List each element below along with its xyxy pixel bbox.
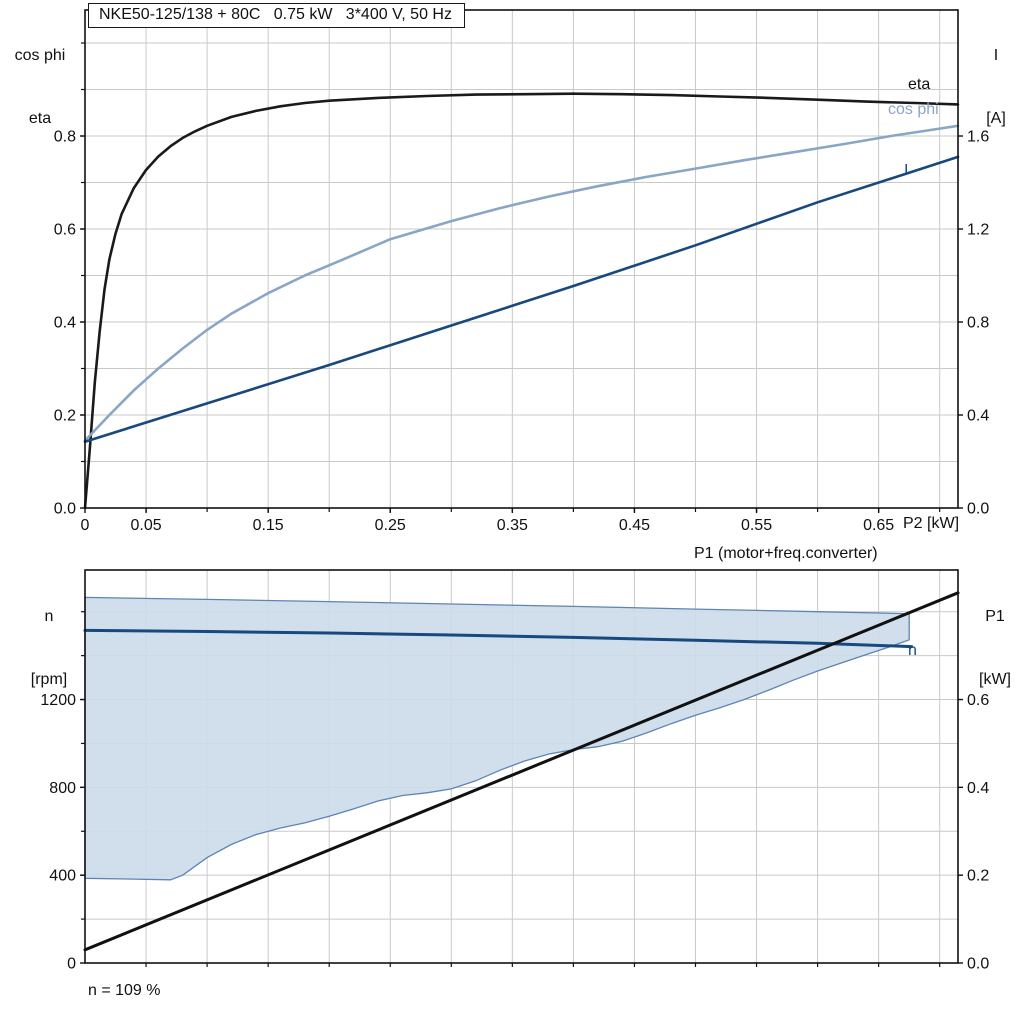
p1-unit-label: [kW]	[979, 671, 1011, 688]
svg-text:0.4: 0.4	[54, 315, 76, 332]
n-curve-label: n	[908, 642, 917, 659]
cosphi-axis-label: cos phi	[14, 47, 66, 64]
top-chart: 0 0.05 0.15 0.25 0.35 0.45 0.55 0.65 0.0 0.2 0.4 0.…	[54, 9, 989, 534]
top-right-axis-title: I [A]	[972, 3, 1020, 150]
svg-text:0.05: 0.05	[130, 517, 161, 534]
svg-text:0.4: 0.4	[967, 780, 989, 797]
current-curve-label: I	[904, 162, 909, 179]
svg-text:1.2: 1.2	[967, 222, 989, 239]
bottom-chart: 0 400 800 1200 0.0 0.2 0.4 0.6	[40, 569, 989, 973]
svg-text:0.55: 0.55	[741, 517, 772, 534]
top-x-axis-label: P2 [kW]	[903, 515, 960, 532]
svg-text:0.0: 0.0	[54, 501, 76, 518]
svg-text:0.8: 0.8	[967, 315, 989, 332]
svg-text:400: 400	[49, 868, 76, 885]
cosphi-curve-label: cos phi	[888, 101, 939, 118]
svg-text:0.2: 0.2	[967, 868, 989, 885]
svg-text:1.6: 1.6	[967, 129, 989, 146]
svg-text:800: 800	[49, 780, 76, 797]
p1-curve-label: P1 (motor+freq.converter)	[694, 545, 878, 562]
p1-axis-label: P1	[985, 608, 1005, 625]
svg-text:0.25: 0.25	[375, 517, 406, 534]
svg-text:0.45: 0.45	[619, 517, 650, 534]
bottom-left-axis-title: n [rpm]	[16, 564, 82, 711]
eta-axis-label: eta	[28, 110, 52, 127]
svg-text:0: 0	[81, 517, 90, 534]
svg-text:0.15: 0.15	[253, 517, 284, 534]
current-unit-label: [A]	[986, 110, 1006, 127]
top-left-axis-title: cos phi eta	[4, 3, 76, 150]
speed-axis-label: n	[44, 608, 54, 625]
speed-note: n = 109 %	[88, 982, 161, 999]
svg-text:0.2: 0.2	[54, 408, 76, 425]
svg-text:0.0: 0.0	[967, 956, 989, 973]
speed-unit-label: [rpm]	[30, 671, 68, 688]
svg-text:0: 0	[67, 956, 76, 973]
svg-text:0.8: 0.8	[54, 129, 76, 146]
svg-text:1200: 1200	[40, 692, 76, 709]
svg-text:0.6: 0.6	[967, 692, 989, 709]
eta-curve-label: eta	[908, 76, 931, 93]
svg-text:0.35: 0.35	[497, 517, 528, 534]
svg-text:0.65: 0.65	[863, 517, 894, 534]
svg-text:0.0: 0.0	[967, 501, 989, 518]
svg-text:0.6: 0.6	[54, 222, 76, 239]
current-axis-label: I	[993, 47, 999, 64]
svg-text:0.4: 0.4	[967, 408, 989, 425]
bottom-right-axis-title: P1 [kW]	[970, 564, 1020, 711]
chart-title: NKE50-125/138 + 80C 0.75 kW 3*400 V, 50 …	[88, 3, 465, 28]
